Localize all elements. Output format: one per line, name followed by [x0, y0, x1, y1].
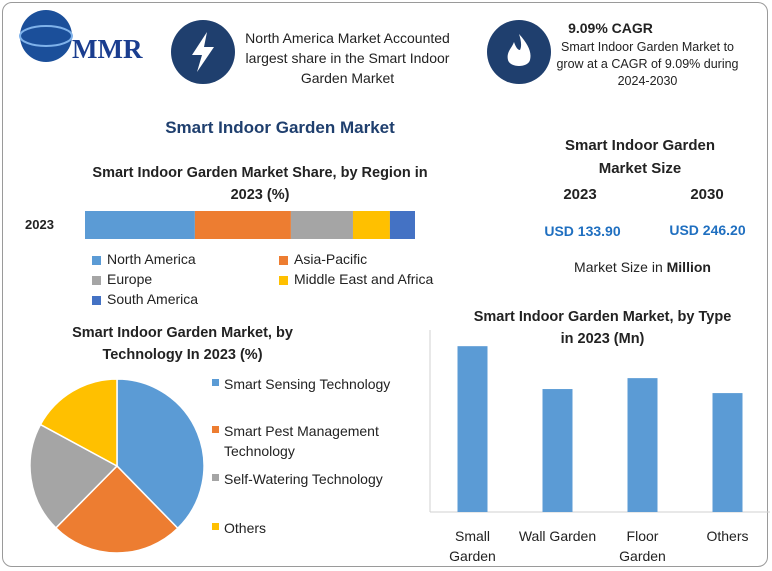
logo-orbit — [19, 25, 73, 47]
legend-label: South America — [107, 291, 199, 307]
x-tick-label: Floor Garden — [619, 528, 666, 564]
x-tick-label: Others — [706, 528, 749, 544]
bar — [627, 378, 658, 512]
legend-swatch — [279, 256, 288, 265]
legend-swatch — [92, 296, 101, 305]
x-tick-label: Wall Garden — [518, 528, 597, 544]
legend-swatch — [212, 426, 219, 433]
lightning-icon — [192, 32, 214, 72]
main-title: Smart Indoor Garden Market — [165, 118, 395, 137]
x-tick-label: Small Garden — [449, 528, 496, 564]
legend-swatch — [279, 276, 288, 285]
size-value: USD 133.90 — [544, 223, 621, 239]
legend-swatch — [92, 276, 101, 285]
bar-segment — [352, 211, 390, 239]
size-value: USD 246.20 — [669, 222, 746, 238]
bar-segment — [194, 211, 291, 239]
note-unit: Million — [666, 259, 711, 275]
logo-globe — [20, 10, 72, 62]
bar-segment — [290, 211, 353, 239]
size-title: Smart Indoor Garden Market Size — [564, 137, 716, 177]
logo-text: MMR — [72, 34, 143, 64]
info-title: 9.09% CAGR — [568, 20, 653, 36]
note-text: Market Size in — [574, 259, 663, 275]
legend-label: Others — [224, 520, 267, 536]
legend-label: Asia-Pacific — [294, 251, 368, 267]
legend-label: Smart Sensing Technology — [224, 376, 391, 392]
info-text: Smart Indoor Garden Market to grow at a … — [556, 40, 739, 88]
legend-swatch — [92, 256, 101, 265]
bar-segment — [389, 211, 415, 239]
chart-title: Smart Indoor Garden Market, by Type in 2… — [473, 309, 732, 347]
size-note: Market Size in Million — [545, 259, 740, 275]
legend-label: Middle East and Africa — [294, 271, 434, 287]
bar-segment — [85, 211, 195, 239]
bar — [712, 393, 743, 512]
bar — [542, 389, 573, 512]
flame-icon — [507, 34, 531, 66]
pie-slice — [39, 378, 118, 468]
year: 2023 — [563, 186, 597, 203]
legend-label: North America — [107, 251, 196, 267]
legend-swatch — [212, 523, 219, 530]
chart-title: Smart Indoor Garden Market Share, by Reg… — [92, 165, 428, 203]
pie-slice — [29, 423, 119, 529]
legend-label: Europe — [107, 271, 153, 287]
year: 2030 — [690, 186, 724, 203]
info-text: North America Market Accounted largest s… — [245, 30, 450, 86]
legend-swatch — [212, 474, 219, 481]
bar — [457, 346, 488, 512]
pie-slice — [116, 378, 205, 530]
chart-title: Smart Indoor Garden Market, by Technolog… — [72, 325, 293, 363]
legend-label: Smart Pest Management Technology — [224, 423, 379, 459]
legend-swatch — [212, 379, 219, 386]
category-label: 2023 — [25, 217, 54, 232]
legend-label: Self-Watering Technology — [224, 471, 383, 487]
pie-slice — [54, 464, 179, 554]
